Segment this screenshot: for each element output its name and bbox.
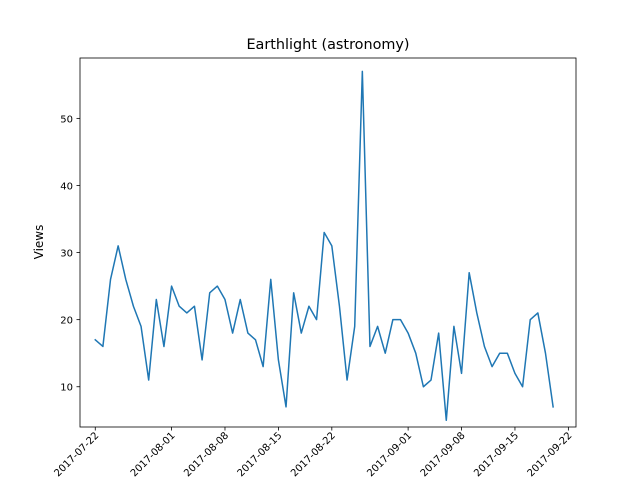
chart-title: Earthlight (astronomy) — [246, 37, 409, 53]
y-tick-label: 10 — [60, 383, 73, 394]
y-tick-label: 40 — [60, 181, 73, 192]
x-tick-label: 2017-08-15 — [236, 430, 285, 479]
series-line-0 — [94, 70, 554, 422]
y-tick-label: 30 — [60, 249, 73, 260]
x-tick-label: 2017-09-15 — [472, 430, 521, 479]
plot-area — [79, 57, 577, 428]
x-axis: 2017-07-22 2017-08-01 2017-08-08 2017-08-15… — [53, 427, 575, 479]
x-tick-label: 2017-07-22 — [53, 430, 102, 479]
x-tick-label: 2017-09-01 — [365, 430, 414, 479]
x-tick-label: 2017-08-08 — [182, 430, 231, 479]
x-tick-label: 2017-08-22 — [289, 430, 338, 479]
x-tick-label: 2017-09-08 — [419, 430, 468, 479]
y-axis: 10 20 30 40 50 — [60, 114, 80, 394]
y-tick-label: 50 — [60, 114, 73, 125]
axes-frame — [79, 57, 577, 428]
x-tick-label: 2017-08-01 — [129, 430, 178, 479]
y-tick-label: 20 — [60, 316, 73, 327]
x-tick-label: 2017-09-22 — [526, 430, 575, 479]
y-axis-label: Views — [32, 225, 46, 260]
